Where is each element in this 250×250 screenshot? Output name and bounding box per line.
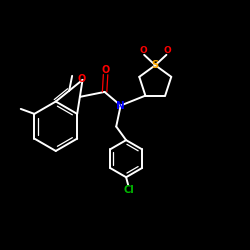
Text: S: S: [152, 60, 159, 70]
Text: O: O: [139, 46, 147, 55]
Text: N: N: [116, 100, 125, 110]
Text: O: O: [77, 74, 86, 84]
Text: O: O: [102, 65, 110, 75]
Text: Cl: Cl: [124, 184, 135, 194]
Text: O: O: [164, 46, 172, 55]
